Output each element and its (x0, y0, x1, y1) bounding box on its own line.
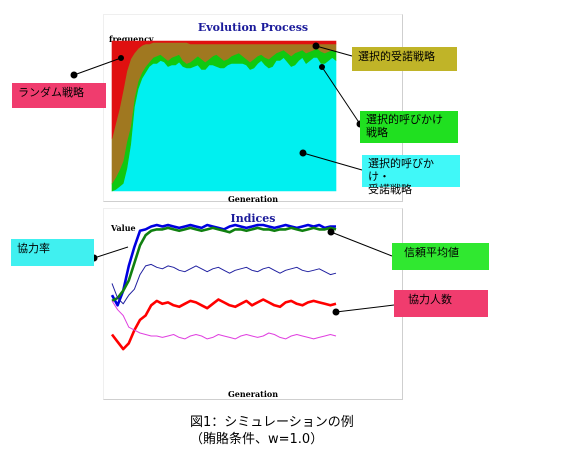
indices-panel: Indices Value Generation (103, 208, 403, 400)
evolution-y-label: frequency (109, 34, 154, 44)
indices-x-label: Generation (227, 389, 279, 399)
connector-dot-coop-count (332, 308, 340, 316)
connector-coop-count (335, 304, 395, 313)
label-selective-both-line1: 選択的呼びかけ・ (368, 157, 434, 183)
label-selective-call-line1: 選択的呼びかけ (366, 113, 443, 126)
connector-both (302, 152, 363, 171)
line-series-0 (110, 223, 336, 307)
label-random-strategy: ランダム戦略 (12, 83, 106, 108)
connector-call (321, 66, 361, 125)
evolution-chart-title: Evolution Process (197, 21, 309, 34)
connector-random (73, 57, 122, 76)
line-series-1 (111, 226, 337, 303)
evolution-process-panel: Evolution Process frequency Generation (103, 14, 403, 204)
evolution-x-label: Generation (227, 194, 279, 204)
line-series-3 (111, 263, 337, 305)
label-selective-call: 選択的呼びかけ 戦略 (360, 111, 458, 143)
connector-trust (330, 231, 393, 257)
label-trust-average: 信頼平均値 (392, 243, 489, 270)
indices-y-label: Value (111, 223, 136, 233)
label-selective-both: 選択的呼びかけ・ 受諾戦略 (362, 155, 460, 196)
label-selective-accept: 選択的受諾戦略 (352, 47, 457, 71)
caption-line1: 図1：シミュレーションの例 (190, 415, 354, 430)
label-selective-both-line2: 受諾戦略 (368, 183, 412, 196)
line-series-4 (111, 300, 337, 340)
connector-dot-trust (327, 228, 335, 236)
connector-dot-random-end (118, 55, 124, 61)
connector-dot-both (299, 149, 307, 157)
indices-chart-title: Indices (230, 212, 276, 225)
connector-dot-accept (312, 42, 320, 50)
figure-caption: 図1：シミュレーションの例 （賄賂条件、w=1.0） (190, 414, 354, 448)
connector-accept (315, 45, 353, 57)
caption-line2: （賄賂条件、w=1.0） (190, 432, 324, 447)
line-series-2 (110, 298, 337, 351)
indices-chart (110, 223, 337, 351)
connector-dot-call-start (319, 64, 325, 70)
connector-coop-rate (93, 246, 129, 259)
label-coop-rate: 協力率 (11, 239, 94, 266)
area-band-0 (111, 40, 337, 139)
label-coop-count: 協力人数 (394, 290, 488, 317)
evolution-chart (111, 40, 337, 192)
connector-dot-random (70, 71, 78, 79)
label-selective-call-line2: 戦略 (366, 126, 388, 139)
